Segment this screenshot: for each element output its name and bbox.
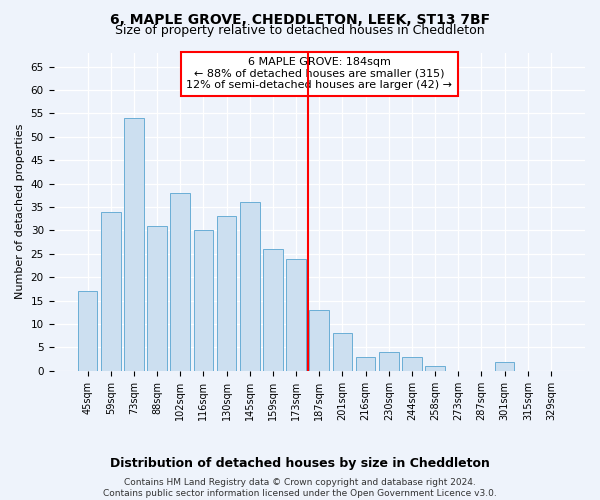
Bar bbox=[425, 366, 445, 371]
Text: Distribution of detached houses by size in Cheddleton: Distribution of detached houses by size … bbox=[110, 458, 490, 470]
Bar bbox=[310, 310, 329, 371]
Bar bbox=[77, 292, 97, 371]
Bar bbox=[263, 249, 283, 371]
Bar bbox=[170, 193, 190, 371]
Bar bbox=[194, 230, 213, 371]
Text: Contains HM Land Registry data © Crown copyright and database right 2024.
Contai: Contains HM Land Registry data © Crown c… bbox=[103, 478, 497, 498]
Text: 6, MAPLE GROVE, CHEDDLETON, LEEK, ST13 7BF: 6, MAPLE GROVE, CHEDDLETON, LEEK, ST13 7… bbox=[110, 12, 490, 26]
Bar bbox=[402, 357, 422, 371]
Bar bbox=[217, 216, 236, 371]
Bar bbox=[332, 334, 352, 371]
Bar bbox=[124, 118, 144, 371]
Bar bbox=[379, 352, 398, 371]
Bar bbox=[101, 212, 121, 371]
Bar bbox=[356, 357, 376, 371]
Text: 6 MAPLE GROVE: 184sqm
← 88% of detached houses are smaller (315)
12% of semi-det: 6 MAPLE GROVE: 184sqm ← 88% of detached … bbox=[186, 58, 452, 90]
Text: Size of property relative to detached houses in Cheddleton: Size of property relative to detached ho… bbox=[115, 24, 485, 37]
Bar bbox=[240, 202, 260, 371]
Bar bbox=[495, 362, 514, 371]
Bar bbox=[147, 226, 167, 371]
Bar bbox=[286, 258, 306, 371]
Y-axis label: Number of detached properties: Number of detached properties bbox=[15, 124, 25, 300]
